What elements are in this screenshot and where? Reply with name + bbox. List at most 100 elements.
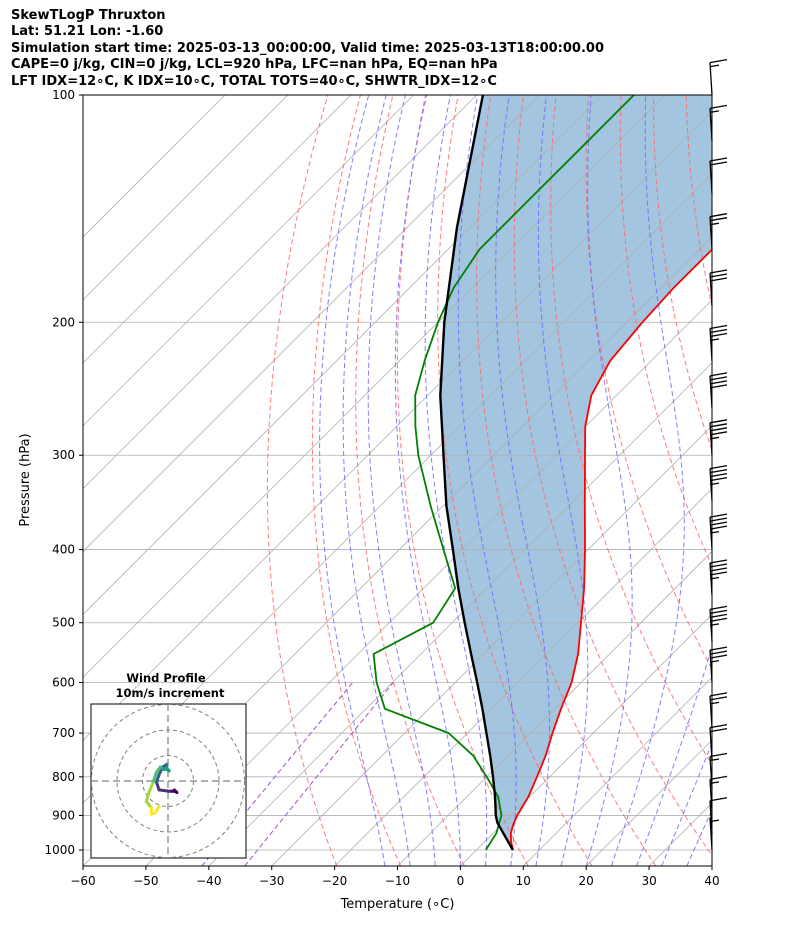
hodograph-segment: [153, 805, 161, 815]
wind-barb: [709, 324, 728, 361]
x-tick-label: 30: [641, 874, 656, 888]
y-tick-label: 400: [52, 543, 75, 557]
temperature-line: [509, 248, 712, 851]
x-tick-label: 0: [457, 874, 465, 888]
inset-subtitle: 10m/s increment: [116, 686, 225, 700]
moist-adiabat-line: [342, 95, 411, 866]
x-tick-label: −40: [196, 874, 221, 888]
chart-title: SkewTLogP Thruxton: [11, 8, 166, 23]
wind-barb: [709, 646, 728, 683]
y-axis-label: Pressure (hPa): [18, 433, 33, 526]
wind-barb: [709, 269, 728, 306]
background-lines: [83, 95, 794, 866]
wind-barb: [709, 605, 728, 642]
isotherm-line: [711, 865, 712, 866]
cape-cin-shading: [440, 95, 712, 850]
isotherm-line: [83, 95, 540, 553]
location-line: Lat: 51.21 Lon: -1.60: [11, 24, 164, 40]
isotherm-line: [83, 95, 289, 301]
x-tick-label: −20: [322, 874, 347, 888]
x-tick-label: −60: [70, 874, 95, 888]
dry-adiabat-line: [719, 95, 794, 866]
moist-adiabat-line: [367, 95, 436, 866]
x-tick-label: 10: [516, 874, 531, 888]
dry-adiabat-line: [550, 95, 712, 766]
moist-adiabat-line: [424, 95, 488, 866]
x-tick-label: −30: [259, 874, 284, 888]
y-tick-label: 800: [52, 770, 75, 784]
mixing-ratio-line: [244, 682, 394, 866]
inset-title: Wind Profile: [126, 671, 206, 685]
wind-barb: [709, 723, 728, 761]
y-tick-label: 600: [52, 676, 75, 690]
wind-barb: [709, 513, 728, 550]
y-tick-label: 900: [52, 808, 75, 822]
hodograph-segment: [147, 782, 155, 794]
dry-adiabat-line: [355, 95, 465, 866]
time-line: Simulation start time: 2025-03-13_00:00:…: [11, 40, 604, 56]
isotherm-line: [83, 95, 477, 490]
wind-barb: [709, 775, 728, 812]
x-tick-label: 20: [579, 874, 594, 888]
isotherm-line: [83, 95, 414, 427]
hodograph-segment: [144, 790, 151, 803]
moist-adiabat-line: [319, 95, 386, 866]
wind-barb: [709, 58, 728, 96]
wind-barb: [709, 464, 728, 502]
x-tick-label: 40: [704, 874, 719, 888]
isotherm-line: [145, 299, 712, 866]
wind-barb: [709, 419, 728, 456]
y-tick-label: 500: [52, 616, 75, 630]
isotherm-line: [271, 425, 712, 866]
y-tick-label: 700: [52, 726, 75, 740]
hodograph-segment: [157, 788, 171, 793]
x-axis-label: Temperature (∘C): [340, 897, 455, 912]
moist-adiabat-line: [610, 95, 685, 866]
hodograph-segment: [151, 770, 159, 786]
profile-lines: [372, 95, 712, 851]
wind-barb: [709, 213, 728, 250]
parcel-path-line: [439, 95, 514, 851]
isotherm-line: [334, 488, 712, 866]
moist-adiabat-line: [394, 95, 461, 866]
wind-barbs: [709, 58, 728, 851]
dry-adiabat-line: [311, 95, 402, 866]
chart-header: SkewTLogP Thruxton Lat: 51.21 Lon: -1.60…: [11, 8, 604, 90]
axes: −60 −50 −40 −30 −20 −10 0 10 20 30 40 1000 900 800 700…: [44, 88, 719, 888]
moist-adiabat-line: [537, 95, 589, 866]
dry-adiabat-line: [513, 95, 712, 857]
isotherm-line: [460, 613, 712, 866]
dry-adiabat-line: [585, 95, 712, 670]
cape-line: CAPE=0 j/kg, CIN=0 j/kg, LCL=920 hPa, LF…: [11, 57, 498, 73]
isotherm-line: [397, 550, 712, 866]
dry-adiabat-line: [476, 95, 657, 866]
isotherm-line: [523, 676, 712, 866]
wind-barb: [709, 692, 728, 729]
mixing-ratio-line: [201, 682, 353, 866]
indices-line: LFT IDX=12∘C, K IDX=10∘C, TOTAL TOTS=40∘…: [11, 73, 497, 89]
x-tick-label: −10: [385, 874, 410, 888]
wind-profile-inset: Wind Profile 10m/s increment: [90, 671, 247, 859]
moist-adiabat-line: [495, 95, 550, 866]
x-tick-label: −50: [133, 874, 158, 888]
moist-adiabat-line: [636, 644, 712, 866]
wind-barb: [709, 817, 720, 851]
y-tick-label: 1000: [44, 843, 75, 857]
wind-barb: [709, 157, 728, 194]
moist-adiabat-line: [585, 95, 633, 866]
isotherm-line: [83, 110, 712, 741]
isotherm-line: [208, 362, 712, 866]
y-tick-label: 300: [52, 448, 75, 462]
cin-shading-area: [440, 95, 712, 850]
y-tick-label: 200: [52, 315, 75, 329]
isotherm-line: [83, 95, 352, 364]
moist-adiabat-line: [711, 864, 712, 866]
wind-barb: [709, 104, 728, 141]
moist-adiabat-line: [661, 741, 712, 866]
wind-barb: [709, 559, 728, 596]
wind-barb: [709, 797, 728, 834]
isotherm-line: [83, 95, 226, 238]
dewpoint-line: [372, 95, 635, 851]
dry-adiabat-line: [266, 95, 338, 866]
